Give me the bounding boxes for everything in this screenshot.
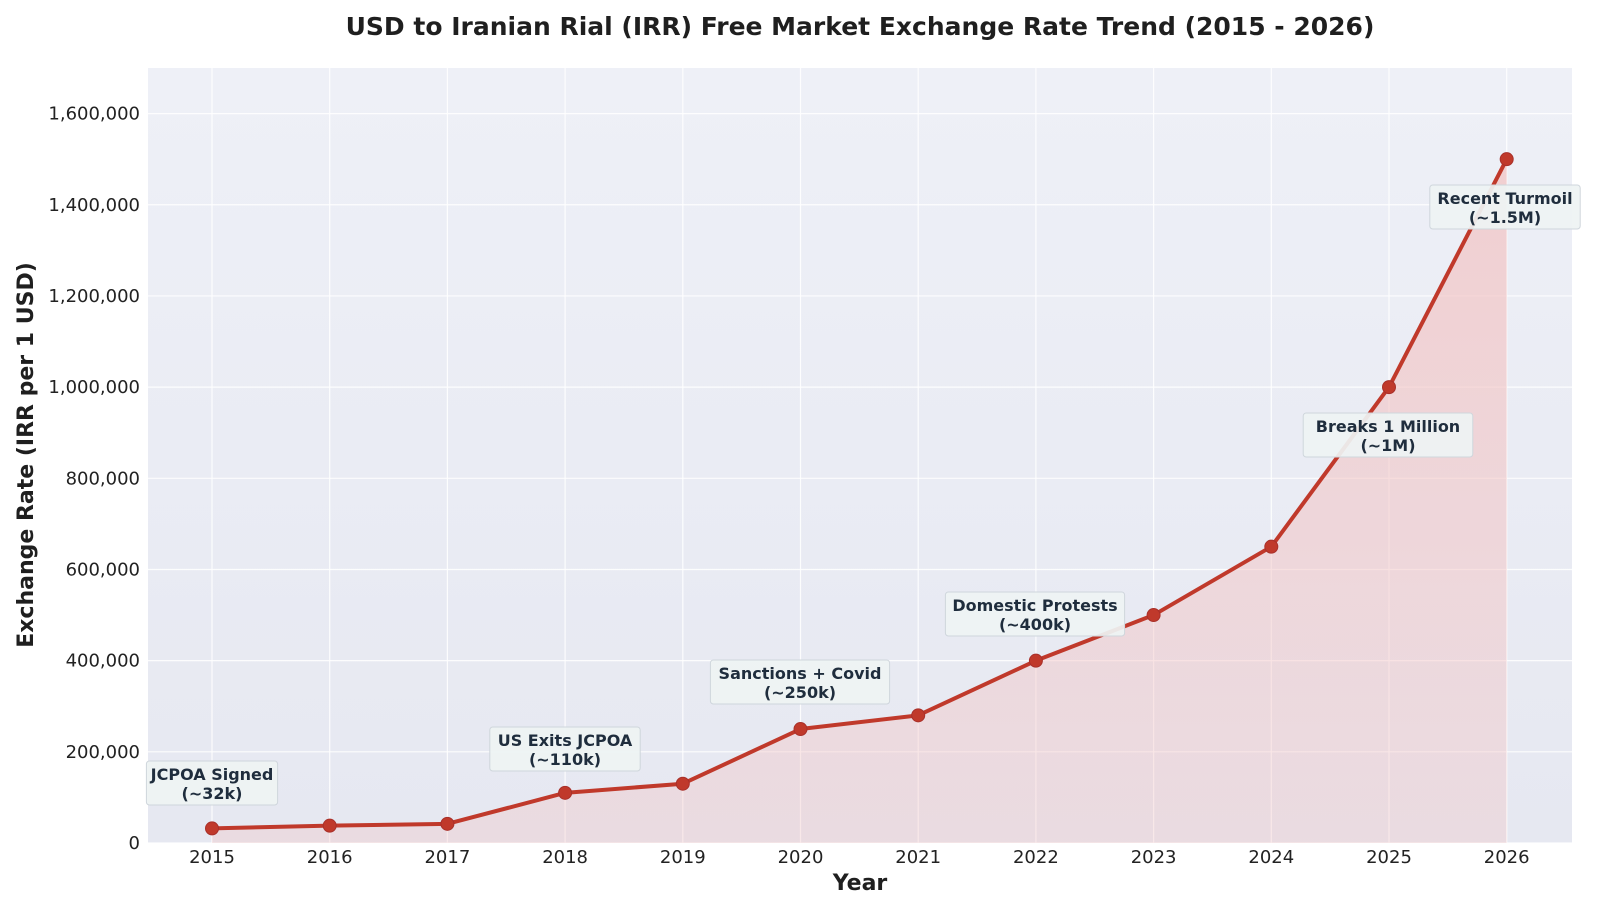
x-tick-label: 2016 <box>307 847 353 868</box>
data-point-2015 <box>205 821 219 836</box>
data-point-2017 <box>440 816 455 831</box>
y-tick-label: 200,000 <box>66 742 140 763</box>
annotation-title: JCPOA Signed <box>150 765 274 784</box>
annotation-2018: US Exits JCPOA(~110k) <box>489 726 641 772</box>
y-axis-label: Exchange Rate (IRR per 1 USD) <box>14 262 39 648</box>
annotation-box <box>709 659 891 705</box>
y-tick-label: 1,400,000 <box>48 195 140 216</box>
y-tick-label: 1,000,000 <box>48 377 140 398</box>
annotations: JCPOA Signed(~32k) US Exits JCPOA(~110k) S… <box>145 184 1581 806</box>
annotation-value: (~1.5M) <box>1469 208 1541 227</box>
x-tick-label: 2015 <box>189 847 235 868</box>
y-tick-label: 800,000 <box>66 468 140 489</box>
data-point-2024 <box>1264 539 1279 554</box>
annotation-value: (~32k) <box>182 784 243 803</box>
data-point-2018 <box>558 785 573 800</box>
x-tick-label: 2026 <box>1484 847 1530 868</box>
annotation-2015: JCPOA Signed(~32k) <box>145 760 279 806</box>
annotation-2026: Recent Turmoil(~1.5M) <box>1429 184 1581 230</box>
data-point-2016 <box>322 818 337 833</box>
annotation-title: Recent Turmoil <box>1437 189 1572 208</box>
data-markers <box>205 152 1514 836</box>
x-axis-label: Year <box>832 871 888 896</box>
x-tick-label: 2022 <box>1013 847 1059 868</box>
x-tick-label: 2023 <box>1131 847 1177 868</box>
x-axis-ticks: 2015 2016 2017 2018 2019 2020 2021 2022 2023 2024… <box>189 847 1530 868</box>
annotation-value: (~400k) <box>999 615 1071 634</box>
x-tick-label: 2021 <box>895 847 941 868</box>
x-tick-label: 2020 <box>778 847 824 868</box>
annotation-title: Domestic Protests <box>952 596 1117 615</box>
annotation-2020: Sanctions + Covid(~250k) <box>709 659 891 705</box>
x-tick-label: 2025 <box>1366 847 1412 868</box>
annotation-value: (~250k) <box>764 683 836 702</box>
annotation-title: US Exits JCPOA <box>498 731 633 750</box>
annotation-box <box>145 760 279 806</box>
x-tick-label: 2017 <box>424 847 470 868</box>
annotation-2025: Breaks 1 Million(~1M) <box>1302 412 1474 458</box>
x-tick-label: 2019 <box>660 847 706 868</box>
data-point-2019 <box>675 776 690 791</box>
y-tick-label: 600,000 <box>66 559 140 580</box>
annotation-title: Sanctions + Covid <box>719 664 882 683</box>
y-tick-label: 0 <box>129 833 140 854</box>
annotation-box <box>944 591 1126 637</box>
area-fill <box>212 159 1507 844</box>
annotation-value: (~1M) <box>1360 436 1415 455</box>
annotation-2022: Domestic Protests(~400k) <box>944 591 1126 637</box>
y-tick-label: 1,600,000 <box>48 104 140 125</box>
x-tick-label: 2024 <box>1248 847 1294 868</box>
y-axis-ticks: 0 200,000 400,000 600,000 800,000 1,000,000 1,… <box>48 104 140 854</box>
data-point-2022 <box>1028 653 1043 668</box>
data-point-2025 <box>1382 380 1396 395</box>
annotation-box <box>1302 412 1474 458</box>
y-tick-label: 400,000 <box>66 651 140 672</box>
y-tick-label: 1,200,000 <box>48 286 140 307</box>
data-point-2026 <box>1499 152 1514 167</box>
annotation-box <box>1429 184 1581 230</box>
data-point-2021 <box>911 708 926 723</box>
data-point-2020 <box>793 722 808 737</box>
annotation-value: (~110k) <box>529 750 601 769</box>
series-line <box>210 157 1509 831</box>
annotation-box <box>489 726 641 772</box>
data-point-2023 <box>1146 608 1161 623</box>
chart-title: USD to Iranian Rial (IRR) Free Market Ex… <box>346 12 1375 41</box>
area-fill-region <box>212 159 1507 844</box>
series-line-group <box>210 157 1509 831</box>
annotation-title: Breaks 1 Million <box>1316 417 1460 436</box>
x-tick-label: 2018 <box>542 847 588 868</box>
